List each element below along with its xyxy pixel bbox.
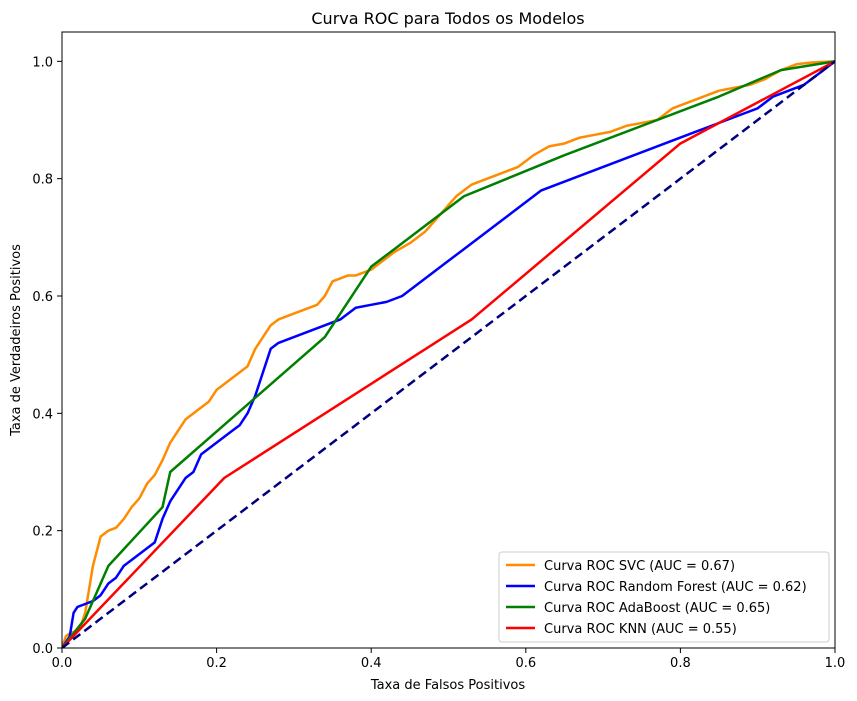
x-axis-label: Taxa de Falsos Positivos xyxy=(370,678,525,693)
y-tick-label: 0.8 xyxy=(32,173,53,188)
y-tick-label: 0.4 xyxy=(32,407,53,422)
legend-box xyxy=(498,551,830,643)
series-line-0 xyxy=(62,60,835,648)
legend: Curva ROC SVC (AUC = 0.67) Curva ROC Rand… xyxy=(498,551,830,643)
x-tick-label: 0.0 xyxy=(52,656,73,671)
series-line-3 xyxy=(62,60,835,648)
legend-label: Curva ROC KNN (AUC = 0.55) xyxy=(544,622,737,637)
series-group xyxy=(62,60,835,648)
legend-label: Curva ROC SVC (AUC = 0.67) xyxy=(544,559,735,574)
series-line-2 xyxy=(62,60,835,648)
legend-label: Curva ROC Random Forest (AUC = 0.62) xyxy=(544,580,807,595)
x-tick-label: 0.2 xyxy=(206,656,227,671)
x-tick-label: 0.4 xyxy=(361,656,382,671)
y-tick-label: 0.2 xyxy=(32,525,53,540)
y-tick-label: 0.0 xyxy=(32,642,53,657)
y-axis-label: Taxa de Verdadeiros Positivos xyxy=(9,244,24,437)
y-tick-label: 0.6 xyxy=(32,290,53,305)
diagonal-reference-line xyxy=(62,60,835,648)
plot-area: 0.0 0.2 0.4 0.6 0.8 1.0 0.0 0.2 0.4 0.6 0.8 1.0 xyxy=(32,31,846,671)
legend-label: Curva ROC AdaBoost (AUC = 0.65) xyxy=(544,601,770,616)
y-tick-label: 1.0 xyxy=(32,55,53,70)
x-tick-label: 1.0 xyxy=(825,656,846,671)
x-tick-label: 0.6 xyxy=(515,656,536,671)
chart-title: Curva ROC para Todos os Modelos xyxy=(311,9,584,28)
axes-frame xyxy=(61,31,836,649)
series-line-1 xyxy=(62,60,835,648)
x-tick-label: 0.8 xyxy=(670,656,691,671)
